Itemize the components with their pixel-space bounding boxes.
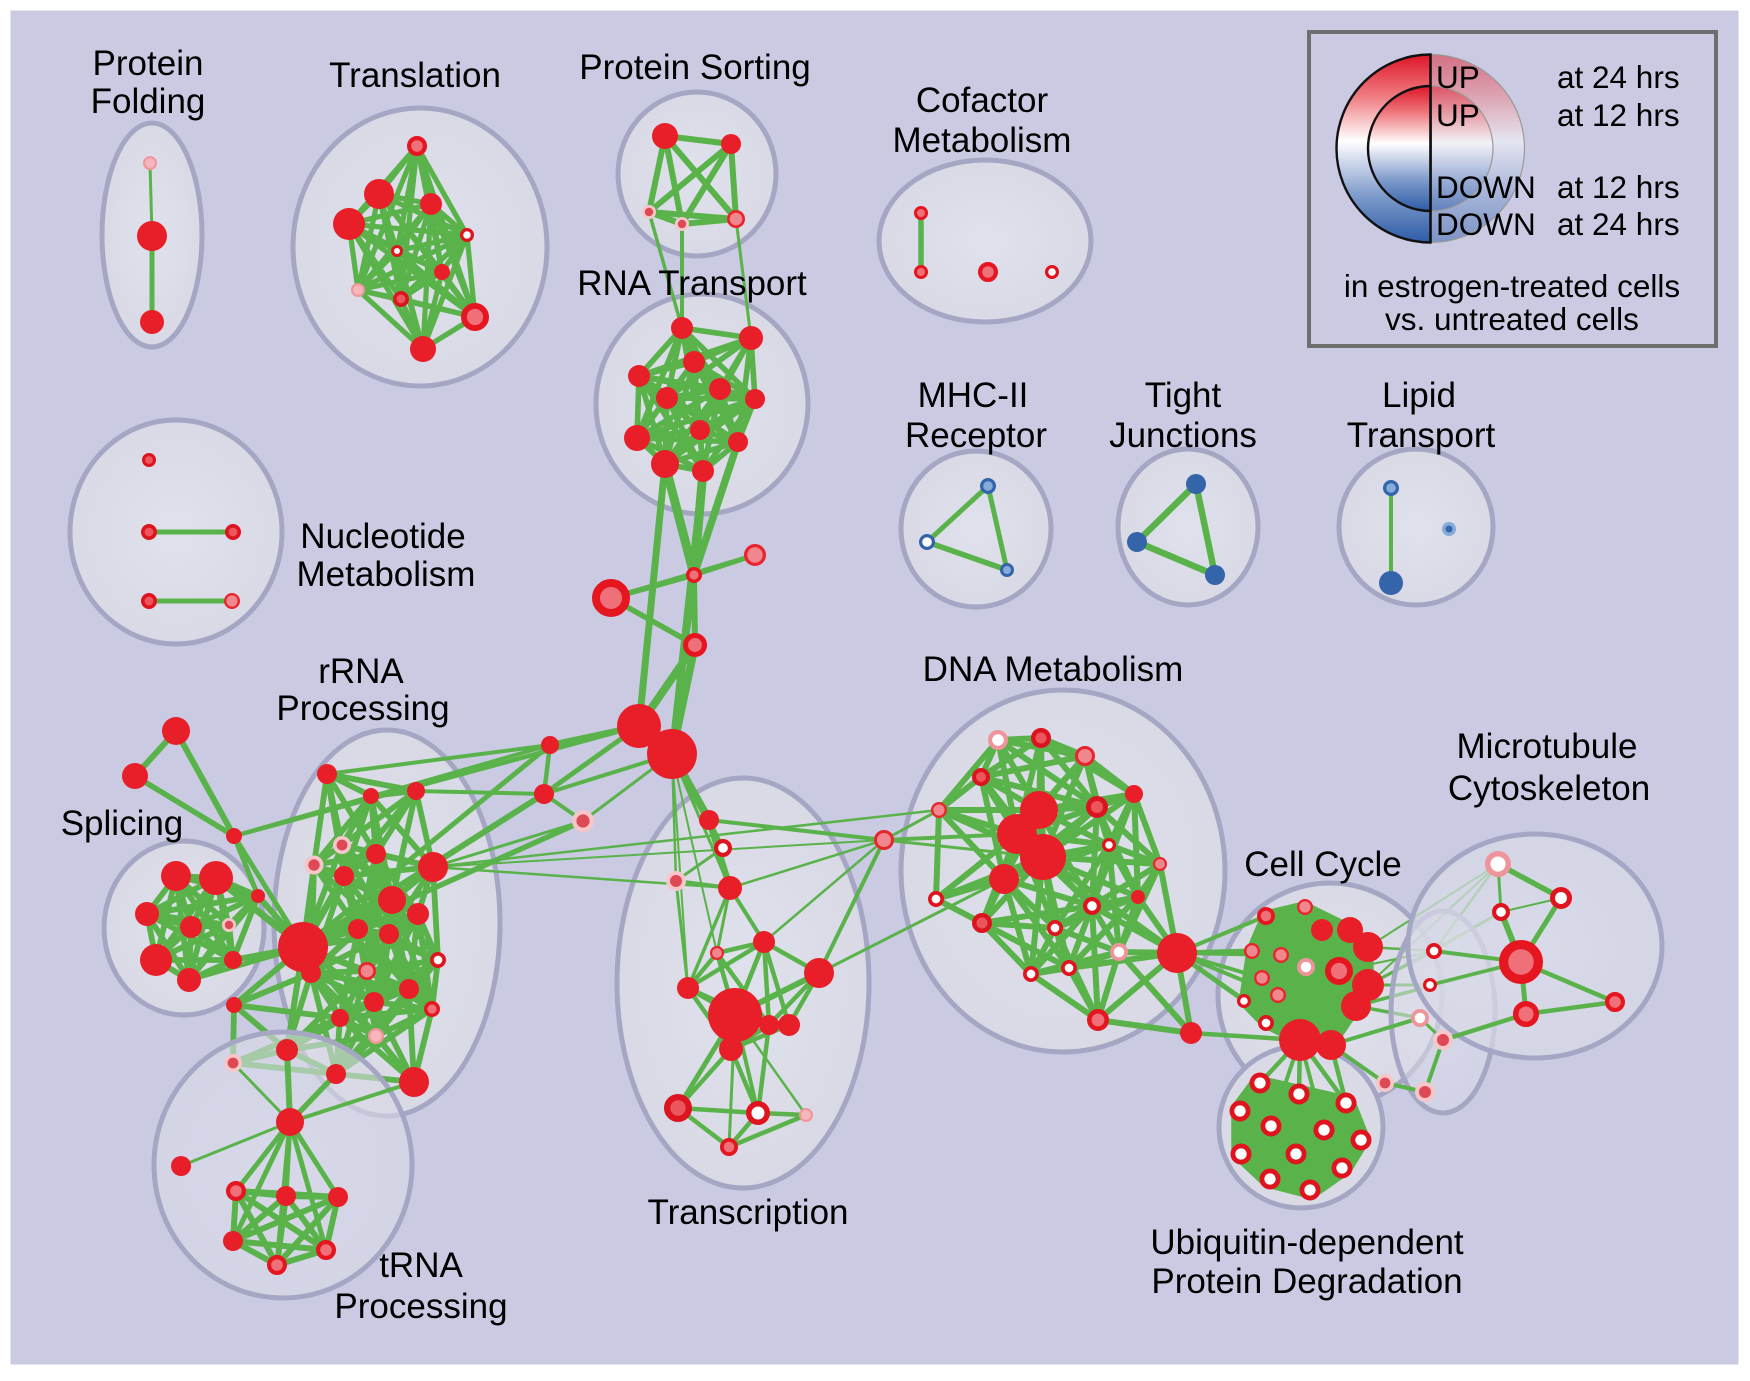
svg-text:RNA Transport: RNA Transport [577,264,807,303]
svg-text:Cell Cycle: Cell Cycle [1244,845,1402,884]
svg-text:at 12 hrs: at 12 hrs [1557,169,1680,205]
svg-text:Lipid: Lipid [1382,376,1456,415]
svg-text:Protein Degradation: Protein Degradation [1151,1262,1462,1301]
svg-text:DNA Metabolism: DNA Metabolism [923,650,1184,689]
svg-text:Transport: Transport [1347,416,1496,455]
svg-text:Junctions: Junctions [1109,416,1257,455]
svg-text:DOWN: DOWN [1436,206,1536,242]
svg-text:DOWN: DOWN [1436,169,1536,205]
svg-text:rRNA: rRNA [318,652,404,691]
svg-text:at 24 hrs: at 24 hrs [1557,59,1680,95]
svg-text:Transcription: Transcription [648,1193,849,1232]
svg-text:Cytoskeleton: Cytoskeleton [1448,769,1650,808]
svg-text:at 12 hrs: at 12 hrs [1557,97,1680,133]
svg-text:MHC-II: MHC-II [918,376,1029,415]
svg-text:UP: UP [1436,59,1480,95]
svg-text:Metabolism: Metabolism [893,121,1072,160]
svg-text:UP: UP [1436,97,1480,133]
svg-text:Folding: Folding [91,82,206,121]
svg-text:Metabolism: Metabolism [297,555,476,594]
svg-text:in estrogen-treated cells: in estrogen-treated cells [1344,268,1680,304]
svg-text:vs. untreated cells: vs. untreated cells [1385,301,1639,337]
svg-text:at 24 hrs: at 24 hrs [1557,206,1680,242]
svg-text:Translation: Translation [329,56,501,95]
svg-text:Receptor: Receptor [905,416,1047,455]
svg-text:Nucleotide: Nucleotide [300,517,465,556]
svg-text:Processing: Processing [276,689,449,728]
svg-text:Cofactor: Cofactor [916,81,1049,120]
svg-text:tRNA: tRNA [379,1246,463,1285]
svg-text:Microtubule: Microtubule [1457,727,1638,766]
svg-text:Splicing: Splicing [61,804,184,843]
svg-text:Protein Sorting: Protein Sorting [579,48,811,87]
svg-text:Tight: Tight [1145,376,1222,415]
svg-text:Ubiquitin-dependent: Ubiquitin-dependent [1150,1223,1464,1262]
svg-text:Protein: Protein [93,44,204,83]
svg-text:Processing: Processing [334,1287,507,1326]
